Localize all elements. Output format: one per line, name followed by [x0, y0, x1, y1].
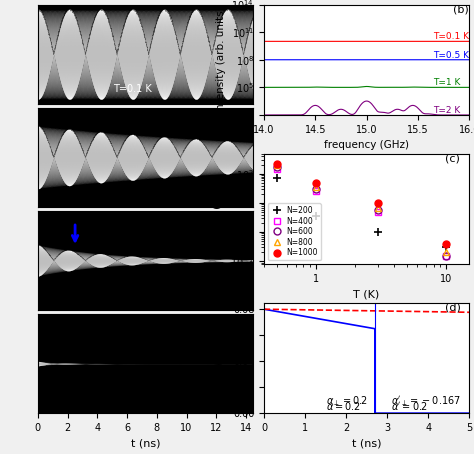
N=600: [313, 187, 319, 192]
Text: T=1 K: T=1 K: [113, 290, 143, 300]
N=200: [444, 245, 449, 250]
N=1000: [274, 161, 280, 167]
Y-axis label: intensity (arb. units): intensity (arb. units): [216, 6, 226, 113]
Text: (d): (d): [445, 302, 461, 312]
N=1000: [313, 180, 319, 185]
N=400: [313, 189, 319, 194]
Y-axis label: $I/I_0$: $I/I_0$: [213, 350, 227, 366]
Text: T=0.1 K: T=0.1 K: [433, 32, 469, 41]
N=200: [375, 229, 381, 235]
N=600: [375, 207, 381, 212]
N=200: [274, 176, 280, 181]
Text: T=2 K: T=2 K: [113, 393, 143, 403]
X-axis label: frequency (GHz): frequency (GHz): [324, 140, 409, 150]
X-axis label: T (K): T (K): [354, 289, 380, 299]
Text: T=2 K: T=2 K: [433, 106, 461, 115]
N=600: [274, 164, 280, 169]
Text: $\alpha=0.2$: $\alpha=0.2$: [326, 400, 360, 412]
Text: T=1 K: T=1 K: [433, 78, 461, 87]
Text: (a): (a): [236, 400, 252, 410]
Text: $\alpha'=0.2$: $\alpha'=0.2$: [391, 400, 428, 412]
Legend: N=200, N=400, N=600, N=800, N=1000: N=200, N=400, N=600, N=800, N=1000: [268, 203, 321, 260]
N=800: [313, 184, 319, 190]
N=600: [444, 253, 449, 259]
Text: $\alpha_\perp=0.2$: $\alpha_\perp=0.2$: [326, 395, 368, 408]
Text: T=0.5 K: T=0.5 K: [433, 51, 469, 59]
N=800: [444, 250, 449, 255]
Line: N=600: N=600: [273, 163, 450, 260]
N=400: [375, 209, 381, 215]
N=800: [375, 205, 381, 210]
Line: N=800: N=800: [273, 162, 450, 256]
Text: (b): (b): [453, 4, 469, 14]
N=1000: [375, 200, 381, 206]
X-axis label: t (ns): t (ns): [352, 439, 382, 449]
Text: (c): (c): [445, 153, 459, 163]
N=200: [313, 213, 319, 219]
Line: N=400: N=400: [273, 165, 450, 260]
Y-axis label: $\tau_{rel}$ (ns): $\tau_{rel}$ (ns): [211, 187, 225, 231]
Text: T=0.1 K: T=0.1 K: [113, 84, 152, 94]
N=800: [274, 163, 280, 168]
Text: T=0.5 K: T=0.5 K: [113, 187, 152, 197]
Line: N=1000: N=1000: [273, 161, 450, 247]
X-axis label: t (ns): t (ns): [131, 439, 160, 449]
N=400: [274, 166, 280, 172]
N=1000: [444, 241, 449, 247]
Text: $\alpha'_\perp=-0.167$: $\alpha'_\perp=-0.167$: [391, 395, 461, 408]
N=400: [444, 253, 449, 259]
Line: N=200: N=200: [273, 174, 450, 252]
